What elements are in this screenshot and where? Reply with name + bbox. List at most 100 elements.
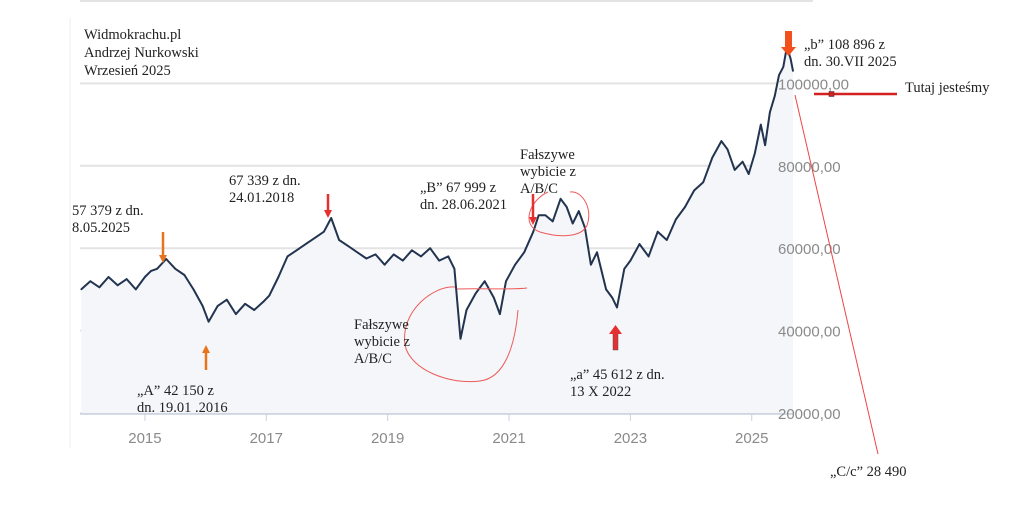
data-point [629,259,632,262]
data-point [411,249,413,252]
data-point [577,210,580,212]
x-tick-label: 2017 [250,430,283,447]
data-point [693,189,695,192]
annotation-peak-2015: 57 379 z dn. 8.05.2025 [72,203,144,236]
data-point [565,206,568,208]
data-point [235,313,237,315]
data-point [726,148,729,151]
data-point [505,280,507,282]
here-marker-dot [828,91,835,97]
y-tick-label: 40000,00 [778,324,841,341]
y-tick-label: 100000,00 [778,76,849,93]
data-point [429,247,431,249]
data-point [605,288,607,291]
data-point [523,251,525,254]
header-site: Widmokrachu.pl [84,27,182,43]
data-point [532,230,535,233]
data-point [544,214,547,217]
data-point [98,286,101,289]
y-tick-label: 20000,00 [778,406,841,423]
data-point [304,243,307,245]
data-point [778,74,780,76]
data-point [116,284,119,287]
data-point [201,305,204,307]
arrow-down-icon [159,232,167,263]
data-point [647,255,650,258]
data-point [537,214,540,217]
annotation-here: Tutaj jesteśmy [905,80,990,96]
arrow-down-icon [529,194,537,225]
annotation-point-b: „b” 108 896 z dn. 30.VII 2025 [804,37,897,70]
data-point [295,249,298,252]
data-point [244,303,246,305]
data-point [286,255,289,258]
data-point [792,70,794,72]
data-point [559,197,562,200]
annotation-false-break-top: Fałszywe wybicie z A/B/C [520,147,576,197]
data-point [711,156,714,159]
data-point [782,66,785,68]
data-point [616,306,618,309]
x-tick-label: 2025 [735,430,768,447]
data-point [192,288,195,291]
data-point [551,220,554,223]
arrow-up-icon [609,325,622,351]
data-point [135,288,137,291]
data-point [720,140,723,142]
annotation-drawings [404,91,897,455]
x-tick-label: 2021 [492,430,525,447]
data-point [207,320,210,323]
arrow-down-icon [324,194,332,218]
data-point [438,259,441,262]
data-point [465,309,468,311]
data-point [89,280,92,282]
data-point [611,296,613,299]
y-tick-label: 60000,00 [778,241,841,258]
data-point [383,263,386,266]
data-point [392,253,395,256]
data-point [474,292,477,295]
data-point [253,309,255,311]
data-point [733,169,736,171]
series-area [81,46,793,413]
data-point [665,239,668,241]
header-date: Wrzesień 2025 [84,63,171,79]
target-line [794,94,879,455]
data-point [314,237,316,239]
data-point [356,251,359,254]
data-point [338,239,340,241]
data-point [226,298,228,301]
data-point [447,255,450,258]
data-point [483,280,486,282]
data-point [760,123,762,126]
data-point [420,255,422,258]
data-point [493,296,495,299]
data-point [277,276,280,278]
annotation-point-A: „A” 42 150 z dn. 19.01 .2016 [137,383,228,416]
x-tick-label: 2015 [128,430,161,447]
data-point [623,268,626,270]
data-point [499,313,501,315]
data-point [596,251,598,254]
arrows [159,31,796,370]
data-point [150,270,152,272]
false-break-ellipse-top [528,191,590,237]
data-point [165,258,167,260]
annotation-point-a: „a” 45 612 z dn. 13 X 2022 [570,367,665,400]
data-point [183,274,186,276]
data-point [262,300,265,303]
data-point [747,173,750,175]
data-point [764,144,766,146]
data-point [702,181,704,184]
data-point [741,160,744,163]
data-point [174,268,177,270]
data-point [365,257,368,260]
data-point [268,294,271,297]
arrow-down-icon [781,31,796,56]
data-point [514,263,516,266]
annotation-false-break-bottom: Fałszywe wybicie z A/B/C [354,317,410,367]
data-point [323,230,325,233]
annotation-point-B: „B” 67 999 z dn. 28.06.2021 [420,180,507,213]
